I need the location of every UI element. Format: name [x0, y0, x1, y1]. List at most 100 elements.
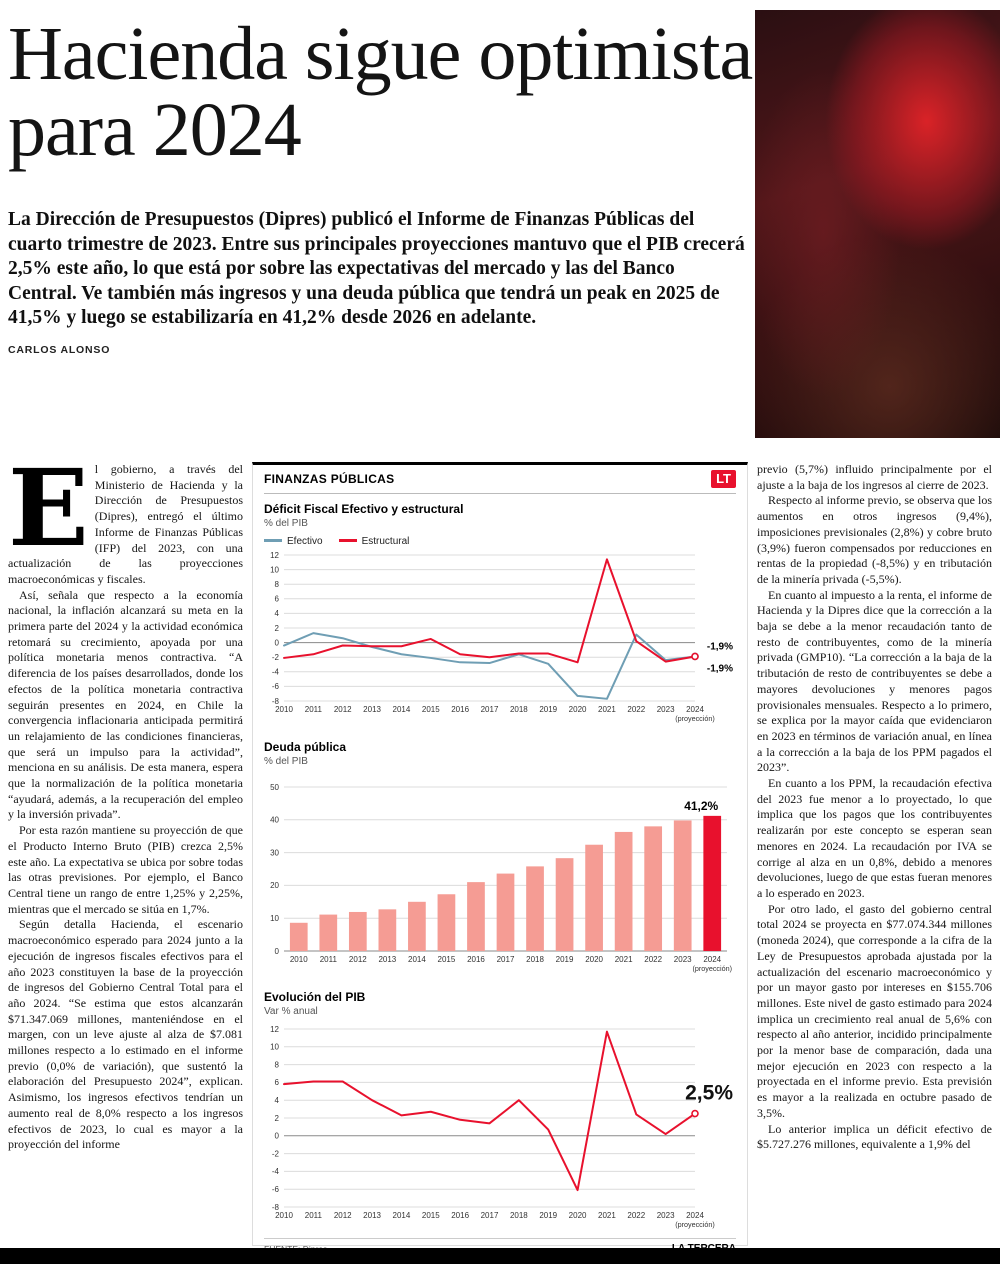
legend-item-efectivo: Efectivo [264, 536, 323, 547]
svg-text:2: 2 [275, 1114, 280, 1123]
svg-text:2010: 2010 [290, 955, 308, 964]
headline: Hacienda sigue optimista para 2024 [8, 12, 753, 172]
infographic-kicker: FINANZAS PÚBLICAS [264, 472, 395, 486]
svg-text:2013: 2013 [363, 705, 381, 714]
efectivo-line-swatch [264, 539, 282, 543]
svg-text:2012: 2012 [334, 1211, 352, 1220]
chart-deficit-fiscal: Déficit Fiscal Efectivo y estructural % … [264, 502, 736, 732]
svg-text:2014: 2014 [393, 1211, 411, 1220]
svg-text:41,2%: 41,2% [684, 799, 718, 813]
svg-text:-8: -8 [272, 697, 280, 706]
svg-text:-6: -6 [272, 1185, 280, 1194]
svg-text:2016: 2016 [451, 705, 469, 714]
svg-text:-1,9%: -1,9% [707, 641, 733, 652]
svg-text:2020: 2020 [569, 1211, 587, 1220]
chart-title: Deuda pública [264, 740, 347, 754]
svg-text:2018: 2018 [526, 955, 544, 964]
article-paragraph: Según detalla Hacienda, el escenario mac… [8, 917, 243, 1152]
svg-text:6: 6 [275, 595, 280, 604]
article-paragraph: Lo anterior implica un déficit efectivo … [757, 1121, 992, 1152]
svg-text:2013: 2013 [378, 955, 396, 964]
svg-text:2013: 2013 [363, 1211, 381, 1220]
svg-text:2016: 2016 [451, 1211, 469, 1220]
chart-title: Evolución del PIB [264, 990, 366, 1004]
svg-text:12: 12 [270, 551, 279, 560]
chart-subtitle: % del PIB [264, 756, 308, 767]
svg-text:-1,9%: -1,9% [707, 663, 733, 674]
svg-text:2019: 2019 [539, 705, 557, 714]
svg-text:(proyección): (proyección) [675, 714, 715, 723]
page-bottom-edge [0, 1248, 1000, 1264]
svg-text:0: 0 [275, 1132, 280, 1141]
legend-item-estructural: Estructural [338, 536, 409, 547]
svg-text:2010: 2010 [275, 1211, 293, 1220]
chart-subtitle: Var % anual [264, 1006, 318, 1017]
svg-text:2: 2 [275, 624, 280, 633]
article-paragraph: Así, señala que respecto a la economía n… [8, 587, 243, 822]
svg-text:4: 4 [275, 1096, 280, 1105]
svg-text:(proyección): (proyección) [675, 1220, 715, 1229]
svg-text:2018: 2018 [510, 1211, 528, 1220]
svg-text:2020: 2020 [569, 705, 587, 714]
svg-text:2024: 2024 [686, 705, 704, 714]
svg-text:2018: 2018 [510, 705, 528, 714]
svg-text:40: 40 [270, 816, 279, 825]
article-column-right: previo (5,7%) influido principalmente po… [757, 462, 992, 1246]
svg-text:8: 8 [275, 1060, 280, 1069]
article-paragraph: Por otro lado, el gasto del gobierno cen… [757, 901, 992, 1120]
svg-text:10: 10 [270, 565, 279, 574]
article-paragraph: En cuanto a los PPM, la recaudación efec… [757, 776, 992, 900]
svg-text:2023: 2023 [657, 1211, 675, 1220]
article-paragraph: Por esta razón mantiene su proyección de… [8, 823, 243, 916]
svg-text:-4: -4 [272, 1167, 280, 1176]
svg-text:2,5%: 2,5% [685, 1082, 733, 1105]
svg-text:10: 10 [270, 1043, 279, 1052]
article-photo [755, 10, 1000, 438]
svg-text:2011: 2011 [305, 1211, 323, 1220]
infographic-finanzas-publicas: FINANZAS PÚBLICAS LT Déficit Fiscal Efec… [252, 462, 748, 1254]
svg-text:2020: 2020 [585, 955, 603, 964]
svg-text:2011: 2011 [305, 705, 323, 714]
svg-text:30: 30 [270, 848, 279, 857]
svg-text:10: 10 [270, 914, 279, 923]
svg-text:50: 50 [270, 783, 279, 792]
infographic-header: FINANZAS PÚBLICAS LT [264, 465, 736, 494]
byline: CARLOS ALONSO [8, 344, 111, 356]
svg-text:-6: -6 [272, 682, 280, 691]
svg-text:6: 6 [275, 1078, 280, 1087]
svg-text:4: 4 [275, 609, 280, 618]
svg-text:-4: -4 [272, 668, 280, 677]
svg-text:2021: 2021 [615, 955, 633, 964]
svg-text:2015: 2015 [422, 705, 440, 714]
svg-text:2010: 2010 [275, 705, 293, 714]
pib-chart-canvas: -8 -6 -4 -2 0 2 4 6 8 10 12 2010 2011 2012 2013 2014 201… [264, 1021, 736, 1238]
svg-text:2015: 2015 [438, 955, 456, 964]
svg-text:12: 12 [270, 1025, 279, 1034]
svg-text:0: 0 [275, 638, 280, 647]
svg-text:2021: 2021 [598, 705, 616, 714]
lt-logo: LT [711, 470, 736, 488]
svg-text:2022: 2022 [644, 955, 662, 964]
article-paragraph: previo (5,7%) influido principalmente po… [757, 462, 992, 492]
svg-text:2012: 2012 [349, 955, 367, 964]
svg-text:2019: 2019 [556, 955, 574, 964]
svg-text:2015: 2015 [422, 1211, 440, 1220]
article-paragraph: Respecto al informe previo, se observa q… [757, 493, 992, 586]
svg-text:2024: 2024 [686, 1211, 704, 1220]
svg-text:2022: 2022 [627, 1211, 645, 1220]
svg-text:2023: 2023 [674, 955, 692, 964]
svg-text:2017: 2017 [497, 955, 515, 964]
chart-deuda-publica: Deuda pública % del PIB 0 10 20 30 40 50 2010 2… [264, 740, 736, 982]
svg-text:2012: 2012 [334, 705, 352, 714]
svg-text:2023: 2023 [657, 705, 675, 714]
chart-evolucion-pib: Evolución del PIB Var % anual -8 -6 -4 -2 0 2… [264, 990, 736, 1238]
svg-text:2014: 2014 [393, 705, 411, 714]
deuda-chart-canvas: 0 10 20 30 40 50 2010 2011 2012 2013 2014 2015 2016 2… [264, 771, 736, 982]
svg-text:2017: 2017 [481, 1211, 499, 1220]
svg-text:2016: 2016 [467, 955, 485, 964]
chart-title: Déficit Fiscal Efectivo y estructural [264, 502, 464, 516]
lede: La Dirección de Presupuestos (Dipres) pu… [8, 209, 745, 328]
